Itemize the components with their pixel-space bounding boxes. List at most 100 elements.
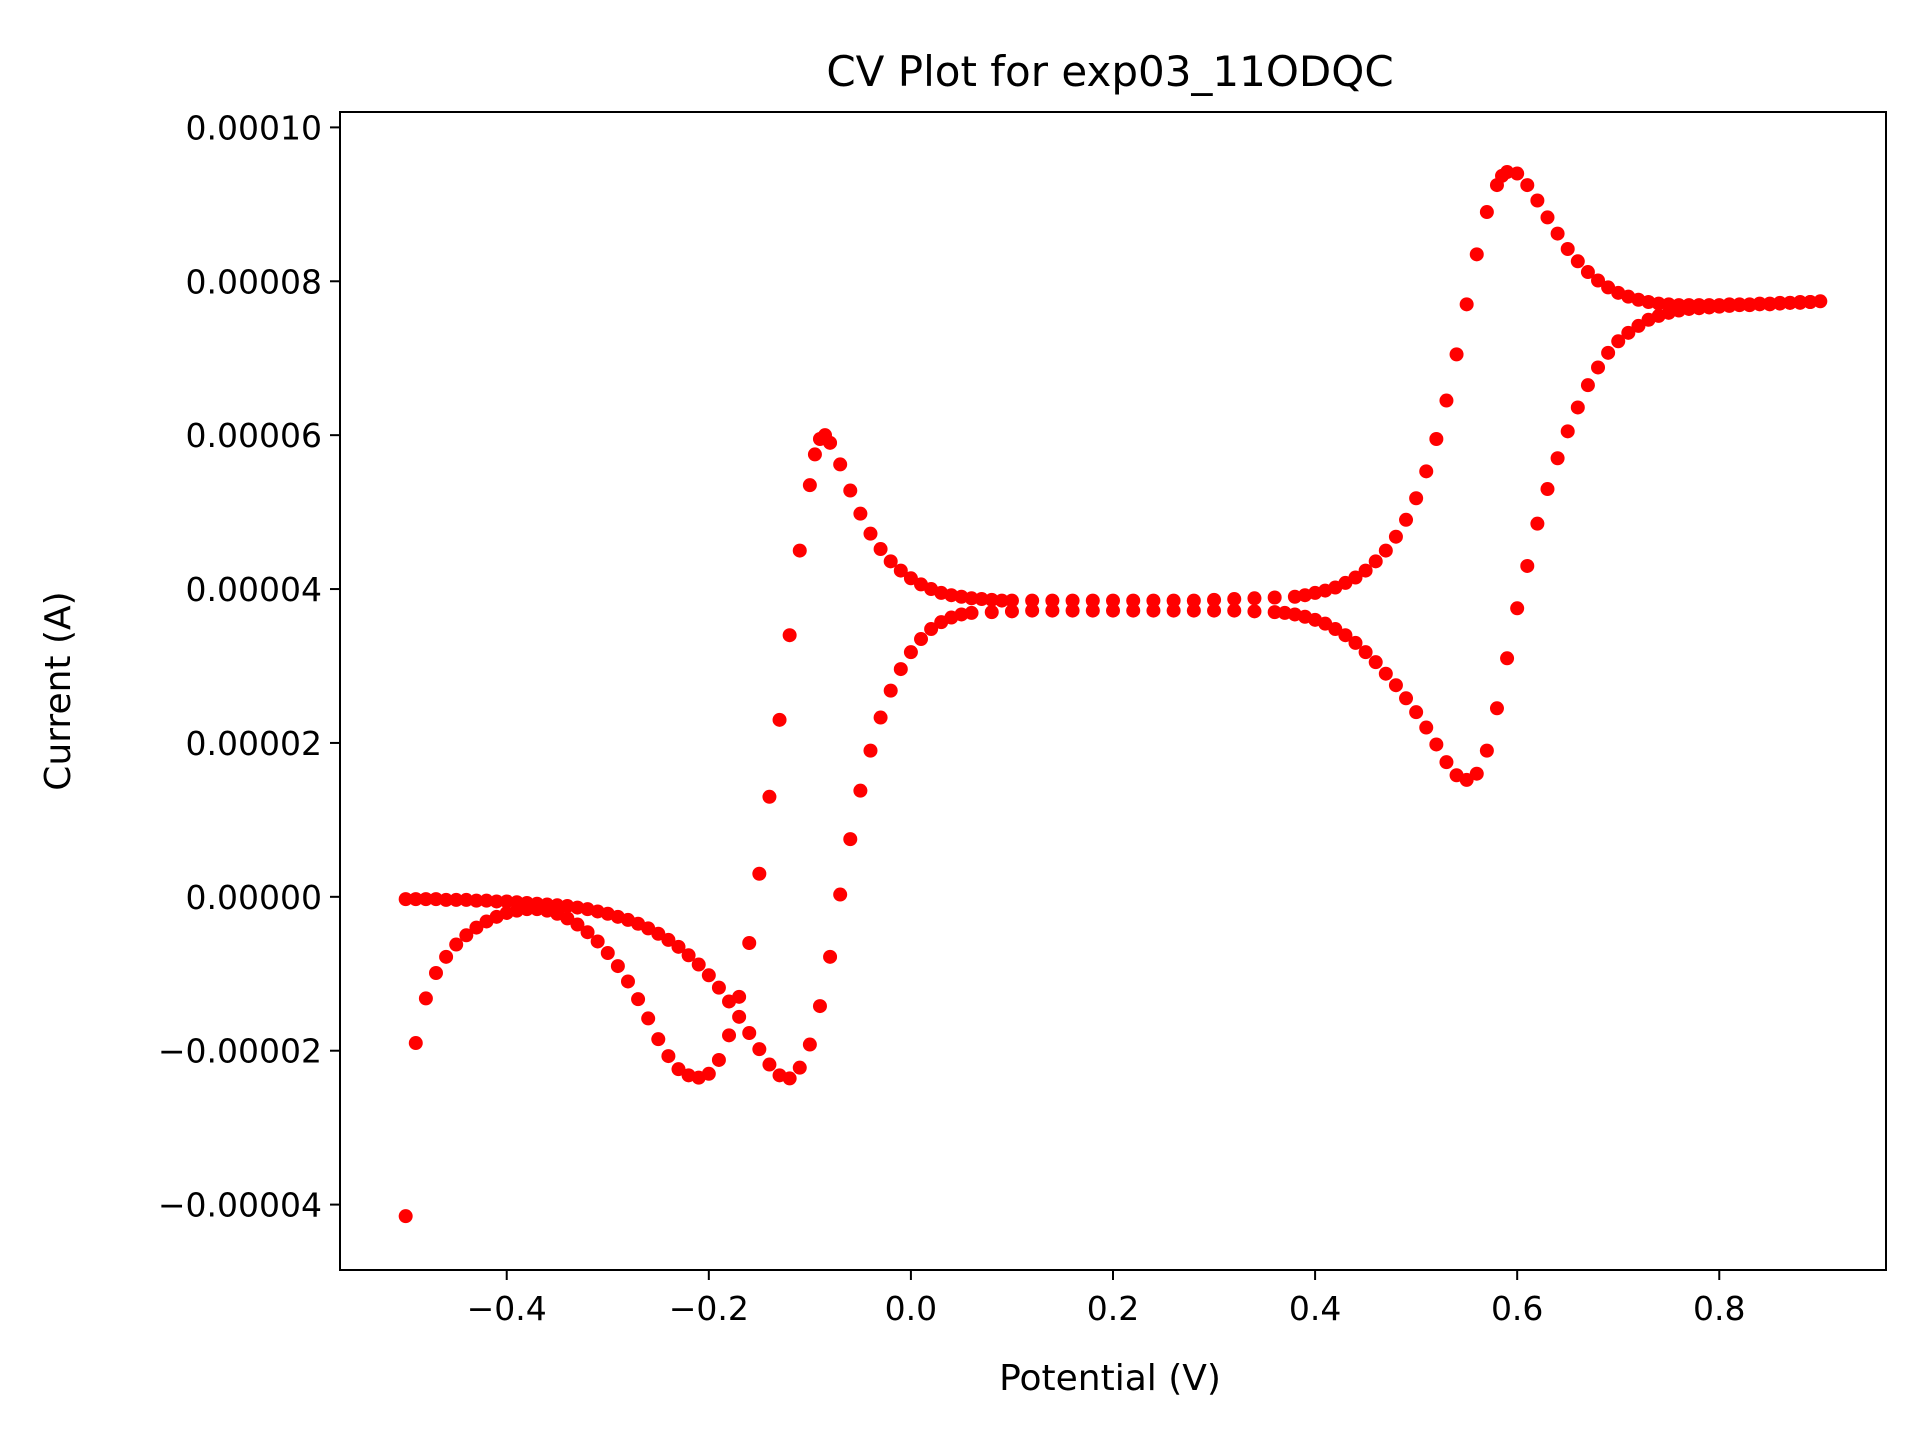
data-point — [1540, 210, 1555, 225]
data-point — [833, 887, 848, 902]
data-point — [1530, 516, 1545, 531]
data-point — [1368, 655, 1383, 670]
data-point — [1409, 491, 1424, 506]
data-point — [1358, 563, 1373, 578]
data-point — [1025, 603, 1040, 618]
y-tick-label: 0.00010 — [186, 108, 322, 147]
data-point — [449, 892, 464, 907]
data-point — [802, 1037, 817, 1052]
data-point — [1540, 482, 1555, 497]
data-point — [1591, 273, 1606, 288]
data-point — [742, 935, 757, 950]
data-point — [1449, 347, 1464, 362]
data-point — [772, 712, 787, 727]
data-point — [1126, 593, 1141, 608]
data-point — [994, 593, 1009, 608]
data-point — [722, 994, 737, 1009]
data-point — [1065, 603, 1080, 618]
data-point — [883, 683, 898, 698]
data-point — [873, 710, 888, 725]
x-tick-label: 0.6 — [1491, 1289, 1543, 1328]
data-point — [1267, 590, 1282, 605]
plot-frame — [339, 111, 1887, 1271]
chart-title: CV Plot for exp03_11ODQC — [826, 47, 1393, 96]
data-point — [802, 478, 817, 493]
data-point — [853, 506, 868, 521]
x-axis-label: Potential (V) — [999, 1358, 1221, 1399]
data-point — [1429, 737, 1444, 752]
x-tick-label: 0.2 — [1087, 1289, 1139, 1328]
data-point — [1550, 451, 1565, 466]
data-point — [550, 898, 565, 913]
data-point — [1641, 312, 1656, 327]
data-point — [1580, 378, 1595, 393]
y-tick-label: −0.00004 — [158, 1186, 322, 1225]
data-point — [1520, 558, 1535, 573]
data-point — [701, 968, 716, 983]
data-point — [807, 447, 822, 462]
data-point — [1813, 294, 1828, 309]
data-point — [1247, 604, 1262, 619]
data-point — [1146, 603, 1161, 618]
data-point — [903, 645, 918, 660]
data-point — [459, 928, 474, 943]
data-point — [1732, 298, 1747, 313]
data-point — [398, 1209, 413, 1224]
data-point — [408, 892, 423, 907]
data-point — [1469, 247, 1484, 262]
data-point — [439, 892, 454, 907]
y-axis-ticks: −0.00004 −0.00002 0.00000 0.00002 0.00004 0.0… — [158, 108, 340, 1225]
data-point — [1267, 605, 1282, 620]
data-point — [701, 1066, 716, 1081]
data-point — [863, 526, 878, 541]
data-point — [1479, 743, 1494, 758]
data-point — [661, 932, 676, 947]
data-point — [1772, 296, 1787, 311]
data-point — [934, 615, 949, 630]
data-point — [1166, 603, 1181, 618]
data-point — [1045, 593, 1060, 608]
data-point — [1378, 666, 1393, 681]
data-point — [1399, 691, 1414, 706]
data-point — [1742, 298, 1757, 313]
x-tick-label: 0.4 — [1289, 1289, 1341, 1328]
data-point — [1146, 593, 1161, 608]
data-point — [742, 1026, 757, 1041]
data-point — [1449, 768, 1464, 783]
data-point — [1126, 603, 1141, 618]
data-point — [1227, 592, 1242, 607]
data-point — [1520, 178, 1535, 193]
data-point — [1651, 296, 1666, 311]
x-tick-label: −0.4 — [467, 1289, 547, 1328]
data-point — [1004, 593, 1019, 608]
data-point — [1186, 603, 1201, 618]
data-point — [1378, 543, 1393, 558]
data-point — [1085, 603, 1100, 618]
data-point — [1368, 554, 1383, 569]
data-point — [1631, 318, 1646, 333]
data-point — [1409, 705, 1424, 720]
data-point — [1621, 325, 1636, 340]
x-tick-label: −0.2 — [669, 1289, 749, 1328]
data-point — [661, 1049, 676, 1064]
data-point — [509, 895, 524, 910]
x-axis-ticks: −0.4 −0.2 0.0 0.2 0.4 0.6 0.8 — [467, 1270, 1746, 1328]
data-point — [671, 939, 686, 954]
data-point — [792, 543, 807, 558]
data-point — [762, 1057, 777, 1072]
data-point — [1045, 603, 1060, 618]
data-point — [782, 628, 797, 643]
data-point — [560, 899, 575, 914]
data-point — [651, 1032, 666, 1047]
data-point — [499, 894, 514, 909]
data-point — [1479, 205, 1494, 220]
data-point — [1227, 603, 1242, 618]
data-point — [812, 999, 827, 1014]
data-point — [1500, 651, 1515, 666]
data-point — [1752, 297, 1767, 312]
data-point — [1106, 593, 1120, 608]
data-point — [398, 892, 413, 907]
data-point — [1388, 678, 1403, 693]
data-point — [1510, 166, 1525, 181]
data-point — [1550, 226, 1565, 241]
